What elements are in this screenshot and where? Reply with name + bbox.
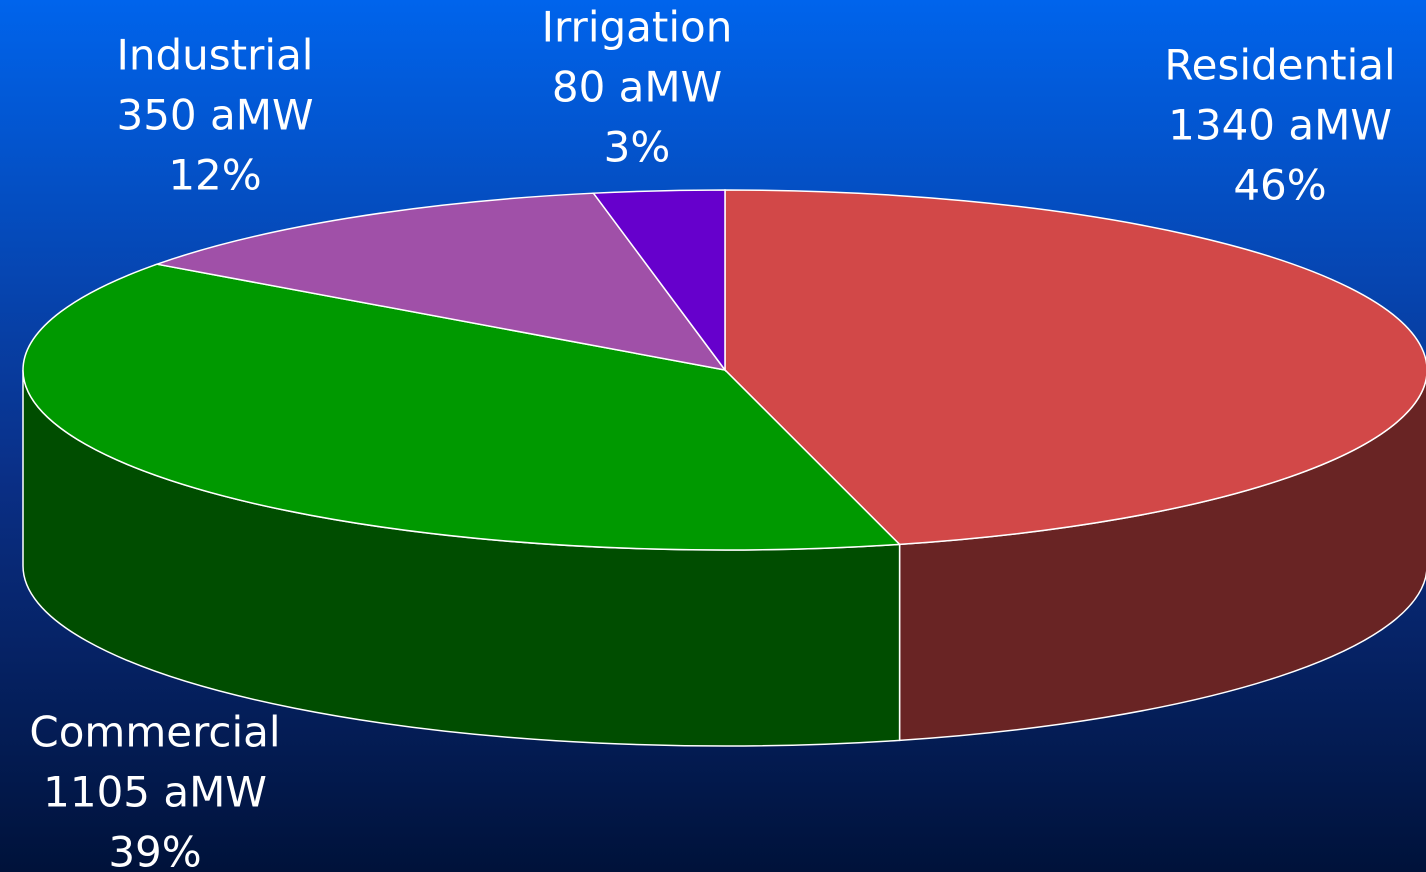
slice (154, 192, 727, 372)
slice-power-label: 350 aMW (116, 91, 313, 140)
slice-label: Irrigation (542, 3, 733, 52)
slice-power-label: 1105 aMW (43, 768, 267, 817)
slice-power-label: 80 aMW (552, 63, 722, 112)
slice-value-label: 39% (108, 828, 201, 872)
slice-value-label: 46% (1233, 161, 1326, 210)
slice-value-label: 12% (168, 151, 261, 200)
slice-label: Residential (1164, 41, 1395, 90)
slice-label: Industrial (117, 31, 314, 80)
slice (592, 189, 726, 373)
slice-power-label: 1340 aMW (1168, 101, 1392, 150)
slice-value-label: 3% (604, 123, 671, 172)
slice (724, 189, 1426, 546)
slice-label: Commercial (29, 708, 280, 757)
slice (22, 263, 902, 551)
